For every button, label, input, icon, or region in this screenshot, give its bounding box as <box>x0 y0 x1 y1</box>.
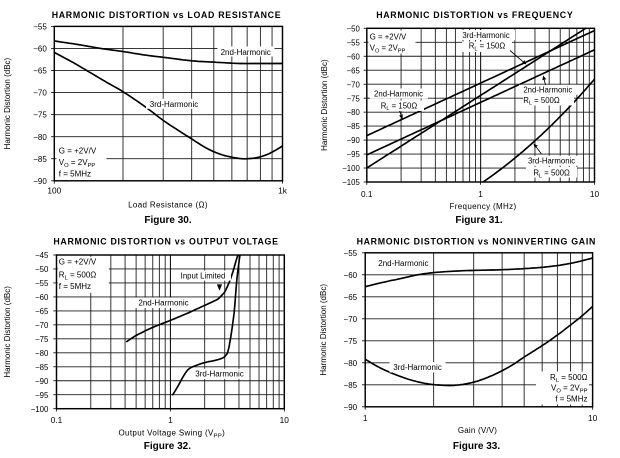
svg-text:2nd-Harmonic: 2nd-Harmonic <box>221 48 271 57</box>
svg-text:−100: −100 <box>31 405 49 414</box>
svg-text:−95: −95 <box>35 391 49 400</box>
svg-text:−50: −50 <box>347 24 361 33</box>
svg-text:Harmonic Distortion (dBc): Harmonic Distortion (dBc) <box>3 57 12 149</box>
svg-text:RL = 500Ω: RL = 500Ω <box>523 96 560 107</box>
svg-text:RL = 150Ω: RL = 150Ω <box>381 101 418 112</box>
svg-text:−70: −70 <box>347 80 361 89</box>
svg-text:−60: −60 <box>35 293 49 302</box>
svg-text:Input Limited: Input Limited <box>181 271 226 280</box>
svg-text:3rd-Harmonic: 3rd-Harmonic <box>462 31 509 40</box>
svg-text:0.1: 0.1 <box>361 189 373 199</box>
svg-text:HARMONIC DISTORTION vs FREQUEN: HARMONIC DISTORTION vs FREQUENCY <box>376 10 573 20</box>
svg-text:−95: −95 <box>347 150 361 159</box>
svg-text:−65: −65 <box>35 307 49 316</box>
svg-text:−55: −55 <box>35 279 49 288</box>
svg-text:−100: −100 <box>342 164 360 173</box>
svg-text:RL = 500Ω: RL = 500Ω <box>550 373 587 384</box>
svg-text:−90: −90 <box>35 377 49 386</box>
svg-text:VO = 2VPP: VO = 2VPP <box>59 158 96 169</box>
svg-text:−85: −85 <box>35 363 49 372</box>
svg-text:−75: −75 <box>35 335 49 344</box>
svg-text:3rd-Harmonic: 3rd-Harmonic <box>393 363 441 372</box>
svg-text:−60: −60 <box>347 52 361 61</box>
svg-text:−55: −55 <box>344 249 358 258</box>
svg-text:1: 1 <box>478 189 483 199</box>
svg-text:−65: −65 <box>347 66 361 75</box>
svg-text:−80: −80 <box>35 349 49 358</box>
svg-text:1k: 1k <box>278 186 288 196</box>
svg-text:HARMONIC DISTORTION vs OUTPUT: HARMONIC DISTORTION vs OUTPUT VOLTAGE <box>53 237 278 247</box>
svg-text:Gain (V/V): Gain (V/V) <box>458 426 497 435</box>
svg-text:RL = 150Ω: RL = 150Ω <box>469 41 506 52</box>
svg-text:Figure 31.: Figure 31. <box>455 215 502 226</box>
svg-text:HARMONIC DISTORTION vs NONINVE: HARMONIC DISTORTION vs NONINVERTING GAIN <box>357 237 596 247</box>
svg-text:Load Resistance (Ω): Load Resistance (Ω) <box>128 200 208 209</box>
svg-text:−55: −55 <box>347 38 361 47</box>
svg-text:−90: −90 <box>344 403 358 412</box>
svg-text:1: 1 <box>363 413 368 423</box>
svg-text:Figure 33.: Figure 33. <box>453 441 500 452</box>
svg-text:2nd-Harmonic: 2nd-Harmonic <box>523 86 572 95</box>
svg-text:−70: −70 <box>35 321 49 330</box>
svg-text:VO = 2VPP: VO = 2VPP <box>370 44 406 55</box>
svg-text:−105: −105 <box>342 178 360 187</box>
svg-text:10: 10 <box>590 189 600 199</box>
svg-text:2nd-Harmonic: 2nd-Harmonic <box>374 89 423 98</box>
svg-text:−75: −75 <box>347 94 361 103</box>
svg-text:−60: −60 <box>344 271 358 280</box>
svg-text:1: 1 <box>168 415 173 425</box>
svg-text:RL = 500Ω: RL = 500Ω <box>533 169 570 180</box>
svg-text:Harmonic Distortion (dBc): Harmonic Distortion (dBc) <box>319 284 328 376</box>
svg-text:3rd-Harmonic: 3rd-Harmonic <box>195 370 243 379</box>
svg-text:10: 10 <box>588 413 598 423</box>
svg-text:−80: −80 <box>33 133 47 142</box>
svg-text:G = +2V/V: G = +2V/V <box>370 32 407 41</box>
svg-text:−55: −55 <box>33 23 47 32</box>
svg-text:−85: −85 <box>33 155 47 164</box>
svg-text:Frequency (MHz): Frequency (MHz) <box>449 202 516 211</box>
svg-text:−50: −50 <box>35 265 49 274</box>
svg-text:f = 5MHz: f = 5MHz <box>59 170 91 179</box>
svg-text:G = +2V/V: G = +2V/V <box>59 147 97 156</box>
svg-text:−80: −80 <box>347 108 361 117</box>
svg-text:−75: −75 <box>344 337 358 346</box>
svg-text:Figure 30.: Figure 30. <box>144 215 191 226</box>
svg-text:Harmonic Distortion (dBc): Harmonic Distortion (dBc) <box>320 59 329 151</box>
svg-text:−70: −70 <box>33 89 47 98</box>
svg-text:HARMONIC DISTORTION vs LOAD RE: HARMONIC DISTORTION vs LOAD RESISTANCE <box>52 10 282 20</box>
svg-text:G = +2V/V: G = +2V/V <box>59 257 97 266</box>
svg-text:0.1: 0.1 <box>51 415 63 425</box>
svg-text:−90: −90 <box>33 177 47 186</box>
svg-text:Harmonic Distortion (dBc): Harmonic Distortion (dBc) <box>3 286 12 378</box>
svg-text:100: 100 <box>47 186 61 196</box>
svg-text:−70: −70 <box>344 315 358 324</box>
svg-text:2nd-Harmonic: 2nd-Harmonic <box>378 259 428 268</box>
svg-text:−65: −65 <box>33 67 47 76</box>
svg-text:−75: −75 <box>33 111 47 120</box>
svg-text:Output Voltage Swing (VPP): Output Voltage Swing (VPP) <box>118 429 225 440</box>
svg-text:10: 10 <box>280 415 290 425</box>
svg-text:f = 5MHz: f = 5MHz <box>59 282 91 291</box>
svg-text:−80: −80 <box>344 359 358 368</box>
svg-text:f = 5MHz: f = 5MHz <box>555 394 587 403</box>
svg-text:3rd-Harmonic: 3rd-Harmonic <box>150 100 198 109</box>
svg-text:RL = 500Ω: RL = 500Ω <box>59 271 96 282</box>
svg-text:−90: −90 <box>347 136 361 145</box>
svg-text:VO = 2VPP: VO = 2VPP <box>551 384 588 395</box>
svg-text:2nd-Harmonic: 2nd-Harmonic <box>138 299 188 308</box>
svg-text:−60: −60 <box>33 45 47 54</box>
svg-text:−45: −45 <box>35 251 49 260</box>
svg-text:−85: −85 <box>347 122 361 131</box>
svg-text:−85: −85 <box>344 381 358 390</box>
svg-text:3rd-Harmonic: 3rd-Harmonic <box>528 157 575 166</box>
svg-text:Figure 32.: Figure 32. <box>144 441 191 452</box>
svg-text:−65: −65 <box>344 293 358 302</box>
